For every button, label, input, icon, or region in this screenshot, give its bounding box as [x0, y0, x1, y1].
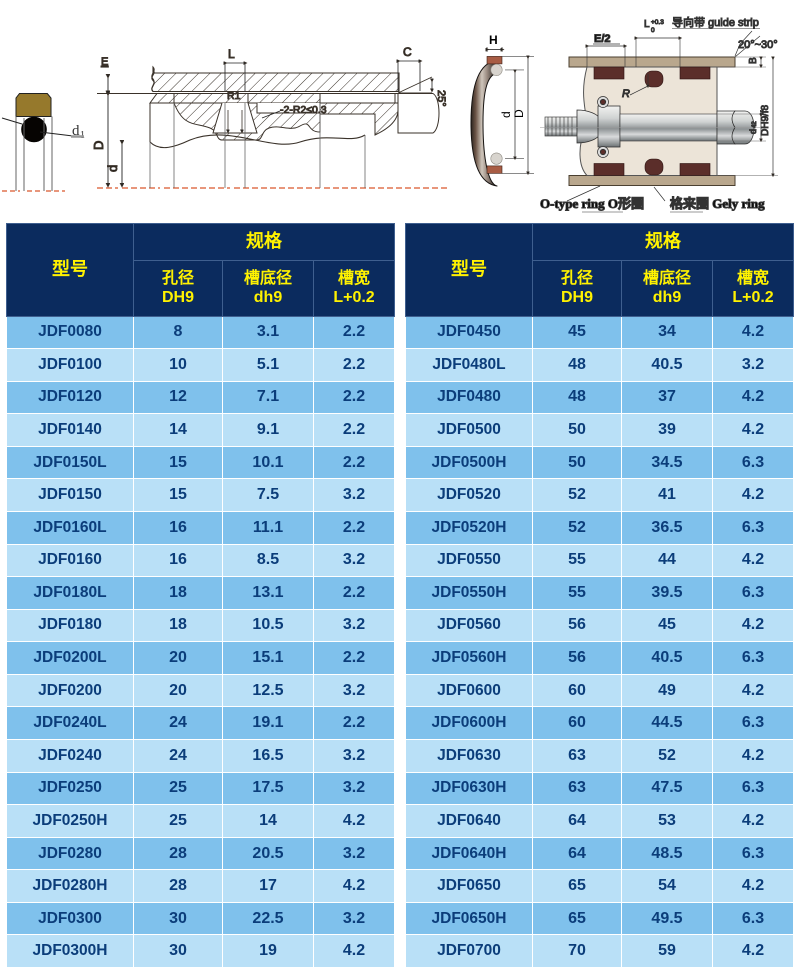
svg-text:R1: R1 [227, 90, 241, 102]
svg-text:E: E [101, 56, 108, 68]
svg-text:d: d [105, 165, 120, 172]
svg-text:DH9/f8: DH9/f8 [760, 104, 771, 136]
svg-text:H: H [489, 33, 498, 47]
svg-text:25°: 25° [435, 90, 447, 107]
svg-text:L: L [644, 19, 650, 30]
svg-text:0: 0 [651, 27, 655, 34]
svg-text:B: B [748, 57, 759, 64]
svg-text:R: R [622, 88, 630, 100]
svg-text:-2-R2≤0.3: -2-R2≤0.3 [280, 104, 327, 116]
svg-text:O-type ring O形圈: O-type ring O形圈 [540, 196, 644, 211]
svg-text:L: L [228, 47, 235, 61]
svg-text:C: C [403, 45, 412, 59]
svg-text:导向带 guide strip: 导向带 guide strip [672, 15, 759, 29]
svg-text:D: D [512, 109, 526, 118]
svg-text:格来圈 Gely ring: 格来圈 Gely ring [670, 196, 765, 211]
svg-text:E/2: E/2 [594, 33, 611, 45]
svg-text:d: d [499, 111, 513, 118]
svg-text:D: D [91, 141, 106, 150]
svg-text:42: 42 [752, 121, 758, 128]
svg-text:+0.3: +0.3 [651, 19, 664, 26]
svg-text:20°~30°: 20°~30° [738, 39, 778, 51]
svg-text:d: d [748, 129, 758, 134]
